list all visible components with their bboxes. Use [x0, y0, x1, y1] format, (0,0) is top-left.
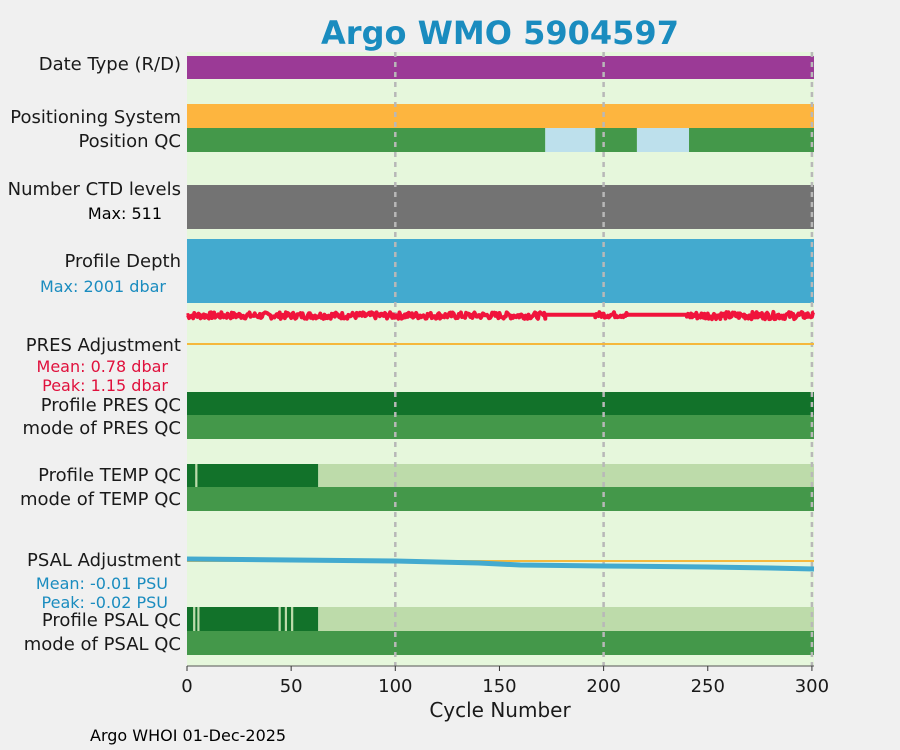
mode-psal-qc-segment [187, 631, 814, 655]
profile-psal-qc-segment [195, 607, 198, 631]
position-qc-segment [187, 128, 546, 152]
label-ctd-max: Max: 511 [88, 204, 162, 223]
x-axis: 0 50 100 150 200 250 300 [181, 665, 829, 697]
label-pres-peak: Peak: 1.15 dbar [42, 376, 168, 395]
profile-psal-qc-segment [293, 607, 319, 631]
label-psal-adjustment: PSAL Adjustment [27, 550, 181, 571]
position-qc-segment [636, 128, 690, 152]
profile-psal-qc-segment [197, 607, 200, 631]
profile-psal-qc-segment [278, 607, 281, 631]
footer-text: Argo WHOI 01-Dec-2025 [90, 726, 286, 745]
profile-psal-qc-segment [199, 607, 279, 631]
position-qc-segment [545, 128, 596, 152]
profile-psal-qc-segment [193, 607, 196, 631]
label-ctd-levels: Number CTD levels [8, 179, 181, 200]
label-mode-pres-qc: mode of PRES QC [23, 418, 181, 439]
ctd-levels-segment [187, 185, 814, 229]
profile-pres-qc-segment [187, 392, 814, 415]
label-mode-temp-qc: mode of TEMP QC [20, 489, 181, 510]
label-pres-mean: Mean: 0.78 dbar [37, 357, 169, 376]
profile-temp-qc-segment [187, 464, 196, 487]
profile-temp-qc-segment [318, 464, 814, 487]
label-date-type: Date Type (R/D) [39, 54, 181, 75]
profile-psal-qc-segment [280, 607, 285, 631]
adjustment-lines [186, 309, 815, 572]
label-psal-peak: Peak: -0.02 PSU [42, 593, 168, 612]
label-pres-adjustment: PRES Adjustment [26, 335, 181, 356]
profile-temp-qc-segment [195, 464, 198, 487]
date-type-segment [187, 56, 814, 79]
label-psal-mean: Mean: -0.01 PSU [36, 574, 168, 593]
label-profile-depth: Profile Depth [64, 251, 181, 272]
label-positioning-system: Positioning System [10, 107, 181, 128]
qc-bars [187, 56, 814, 655]
pres-adjustment-line [186, 309, 815, 322]
label-profile-pres-qc: Profile PRES QC [41, 395, 181, 416]
positioning-system-segment [187, 104, 814, 128]
x-tick-label: 250 [691, 676, 725, 697]
profile-psal-qc-segment [291, 607, 294, 631]
profile-psal-qc-segment [286, 607, 292, 631]
label-depth-max: Max: 2001 dbar [40, 277, 166, 296]
position-qc-segment [595, 128, 637, 152]
profile-psal-qc-segment [318, 607, 814, 631]
label-profile-temp-qc: Profile TEMP QC [38, 465, 181, 486]
x-tick-label: 0 [181, 676, 192, 697]
x-tick-label: 300 [795, 676, 829, 697]
x-tick-label: 150 [482, 676, 516, 697]
label-position-qc: Position QC [78, 131, 181, 152]
psal-adjustment-line [186, 556, 815, 572]
profile-psal-qc-segment [187, 607, 194, 631]
x-tick-label: 50 [280, 676, 303, 697]
x-tick-label: 100 [378, 676, 412, 697]
profile-psal-qc-segment [284, 607, 287, 631]
x-axis-label: Cycle Number [429, 698, 571, 722]
profile-temp-qc-segment [197, 464, 319, 487]
label-mode-psal-qc: mode of PSAL QC [24, 634, 181, 655]
mode-temp-qc-segment [187, 487, 814, 511]
chart-title: Argo WMO 5904597 [321, 14, 679, 52]
profile-depth-segment [187, 239, 814, 303]
label-profile-psal-qc: Profile PSAL QC [42, 610, 181, 631]
x-tick-label: 200 [586, 676, 620, 697]
mode-pres-qc-segment [187, 415, 814, 439]
position-qc-segment [689, 128, 814, 152]
